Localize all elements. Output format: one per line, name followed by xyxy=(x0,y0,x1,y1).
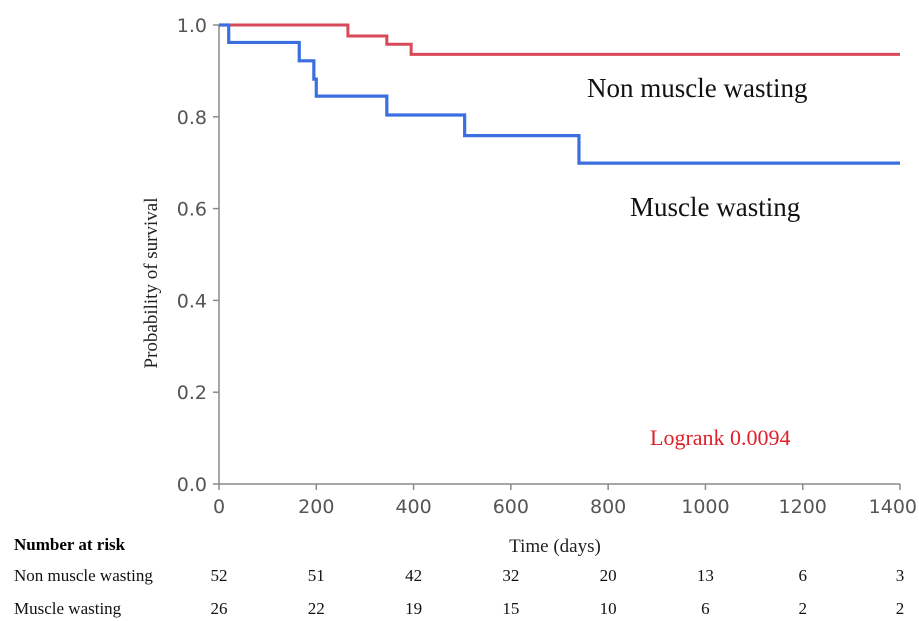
y-tick-label: 1.0 xyxy=(177,15,207,37)
series-label-muscle-wasting: Muscle wasting xyxy=(630,192,800,222)
x-tick-label: 1000 xyxy=(681,496,729,518)
x-tick-label: 600 xyxy=(493,496,529,518)
y-tick-label: 0.2 xyxy=(177,382,207,404)
risk-table-values: 52 51 42 32 20 13 6 326 22 19 15 10 6 2 2 xyxy=(211,566,905,618)
risk-value: 22 xyxy=(308,599,325,618)
y-tick-label: 0.0 xyxy=(177,474,207,496)
x-axis-title: Time (days) xyxy=(509,536,601,557)
x-tick-label: 200 xyxy=(298,496,334,518)
risk-table-title: Number at risk xyxy=(14,535,126,554)
risk-value: 3 xyxy=(896,566,905,585)
risk-row-label-muscle-wasting: Muscle wasting xyxy=(14,599,122,618)
x-tick-label: 1200 xyxy=(779,496,827,518)
risk-row-label-non-muscle-wasting: Non muscle wasting xyxy=(14,566,153,585)
x-tick-label: 400 xyxy=(395,496,431,518)
risk-value: 15 xyxy=(502,599,519,618)
x-tick-label: 0 xyxy=(213,496,225,518)
risk-value: 2 xyxy=(896,599,905,618)
risk-value: 26 xyxy=(211,599,228,618)
risk-value: 19 xyxy=(405,599,422,618)
logrank-annotation: Logrank 0.0094 xyxy=(650,425,791,450)
y-axis-ticks: 0.0 0.2 0.4 0.6 0.8 1.0 xyxy=(177,15,219,496)
y-tick-label: 0.8 xyxy=(177,107,207,129)
x-tick-label: 800 xyxy=(590,496,626,518)
x-tick-label: 1400 xyxy=(869,496,917,518)
risk-value: 42 xyxy=(405,566,422,585)
x-axis-ticks: 0 200 400 600 800 1000 1200 1400 xyxy=(213,484,917,518)
risk-value: 10 xyxy=(600,599,617,618)
series-line-muscle-wasting xyxy=(219,23,900,165)
risk-value: 32 xyxy=(502,566,519,585)
risk-value: 20 xyxy=(600,566,617,585)
risk-value: 6 xyxy=(798,566,807,585)
risk-value: 2 xyxy=(798,599,807,618)
series-line-non-muscle-wasting xyxy=(219,23,900,56)
risk-value: 6 xyxy=(701,599,710,618)
y-tick-label: 0.6 xyxy=(177,199,207,221)
risk-value: 13 xyxy=(697,566,714,585)
y-tick-label: 0.4 xyxy=(177,290,207,312)
y-axis-title: Probability of survival xyxy=(141,198,162,369)
series-layer xyxy=(219,23,900,165)
risk-value: 52 xyxy=(211,566,228,585)
series-label-non-muscle-wasting: Non muscle wasting xyxy=(587,73,807,103)
risk-value: 51 xyxy=(308,566,325,585)
